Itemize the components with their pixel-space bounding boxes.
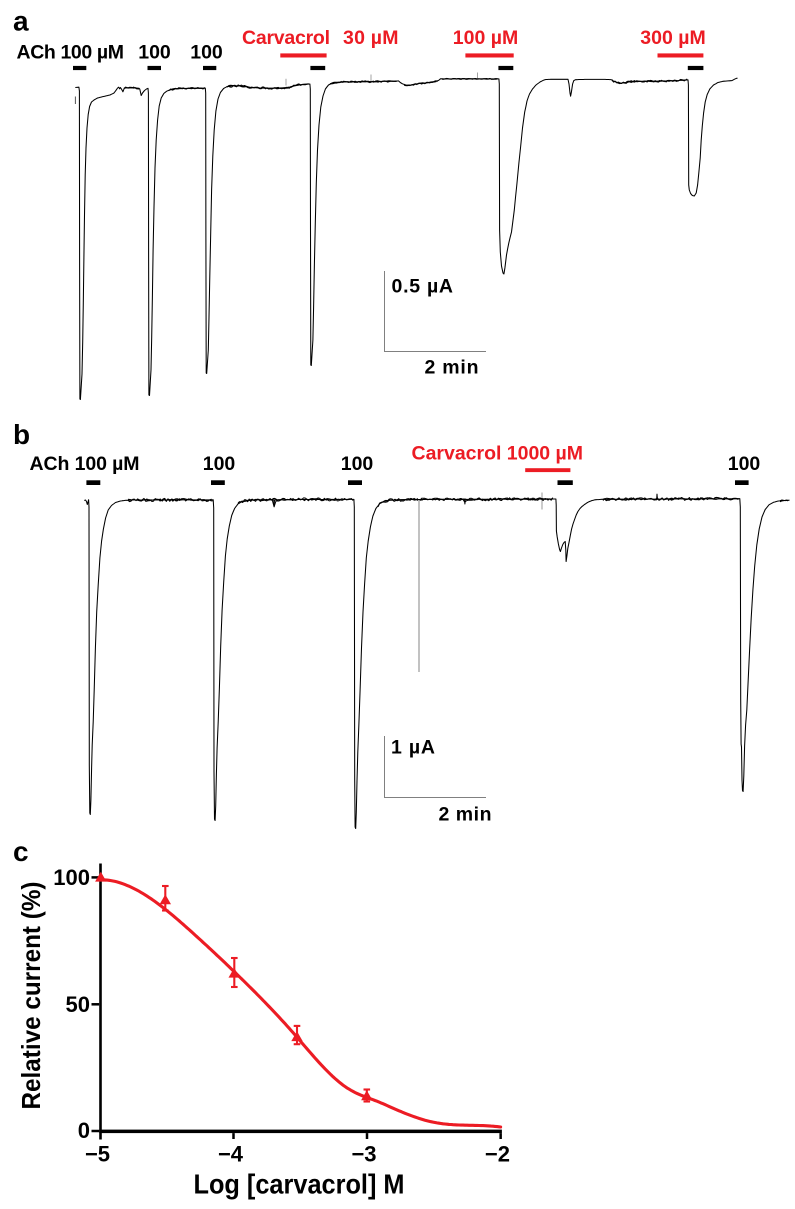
svg-text:100: 100	[728, 453, 761, 475]
svg-text:−4: −4	[218, 1141, 244, 1166]
svg-text:1 µA: 1 µA	[391, 737, 435, 759]
svg-text:100: 100	[190, 41, 223, 63]
svg-text:100: 100	[341, 453, 374, 475]
svg-text:c: c	[13, 836, 29, 867]
svg-text:100: 100	[203, 453, 236, 475]
svg-text:0.5 µA: 0.5 µA	[392, 275, 454, 297]
svg-text:b: b	[13, 419, 30, 450]
svg-text:Carvacrol: Carvacrol	[242, 27, 330, 49]
svg-text:50: 50	[66, 992, 90, 1017]
svg-text:2 min: 2 min	[439, 804, 492, 826]
svg-text:−5: −5	[85, 1141, 110, 1166]
svg-text:100: 100	[53, 865, 90, 890]
svg-text:−2: −2	[485, 1141, 510, 1166]
svg-text:0: 0	[78, 1118, 90, 1143]
svg-text:ACh 100 µM: ACh 100 µM	[17, 41, 125, 63]
svg-text:300 µM: 300 µM	[640, 27, 705, 49]
svg-text:ACh 100 µM: ACh 100 µM	[30, 453, 140, 475]
svg-text:100 µM: 100 µM	[453, 27, 518, 49]
svg-text:100: 100	[138, 41, 171, 63]
svg-text:Relative current (%): Relative current (%)	[16, 882, 46, 1110]
svg-text:Log [carvacrol] M: Log [carvacrol] M	[194, 1168, 405, 1199]
svg-text:30 µM: 30 µM	[343, 27, 399, 49]
svg-text:Carvacrol 1000 µM: Carvacrol 1000 µM	[412, 442, 584, 464]
svg-text:−3: −3	[351, 1141, 376, 1166]
svg-text:2 min: 2 min	[425, 356, 479, 378]
svg-text:a: a	[13, 6, 29, 37]
